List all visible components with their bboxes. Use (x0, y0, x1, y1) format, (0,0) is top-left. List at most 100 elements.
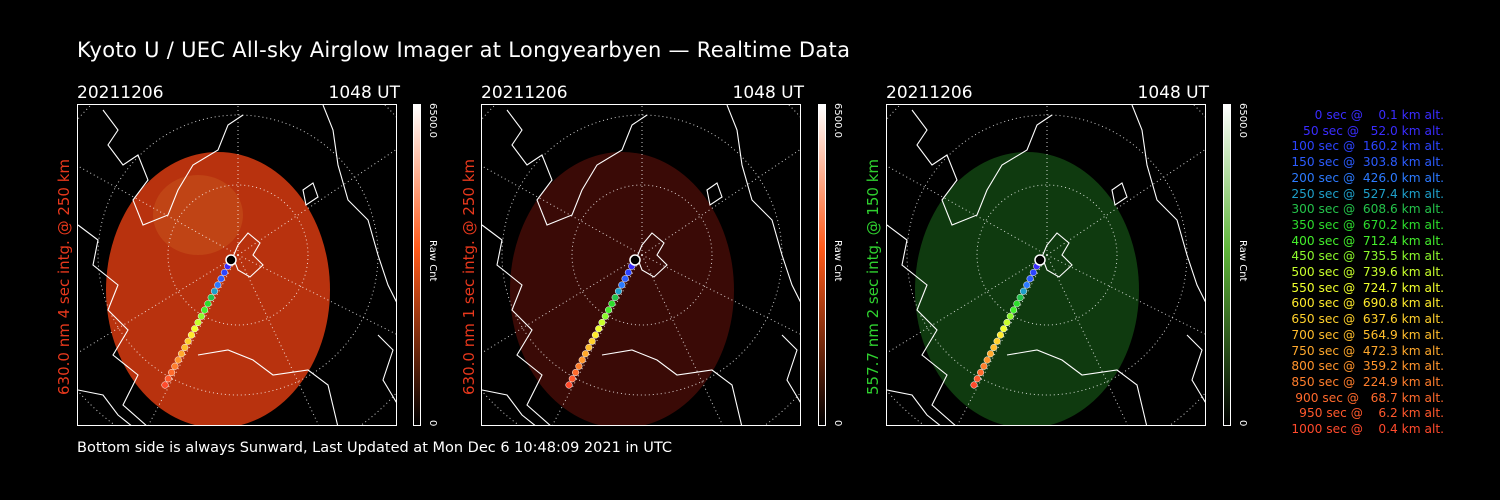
trajectory-point (970, 381, 978, 389)
panel-1-cbar-max: 6500.0 (427, 103, 438, 138)
panel-2-cbar-min: 0 (832, 420, 843, 427)
trajectory-point (1026, 275, 1034, 283)
trajectory-point (973, 375, 981, 383)
trajectory-point (598, 318, 606, 327)
trajectory-point (1023, 281, 1031, 289)
trajectory-point (217, 275, 225, 283)
station-marker (629, 254, 641, 266)
panel-2-label: 630.0 nm 1 sec intg. @ 250 km (460, 158, 478, 395)
trajectory-point (993, 337, 1001, 345)
trajectory-point (575, 362, 583, 370)
trajectory-point (980, 362, 988, 370)
trajectory-point (210, 287, 219, 295)
trajectory-point (220, 268, 228, 277)
legend-entry: 850 sec @ 224.9 km alt. (1287, 374, 1444, 389)
legend-entry: 600 sec @ 690.8 km alt. (1287, 296, 1444, 311)
legend-entry: 900 sec @ 68.7 km alt. (1291, 390, 1444, 405)
legend-entry: 700 sec @ 564.9 km alt. (1287, 327, 1444, 342)
legend-entry: 300 sec @ 608.6 km alt. (1287, 202, 1444, 217)
trajectory-point (161, 381, 169, 389)
legend-entry: 100 sec @ 160.2 km alt. (1287, 139, 1444, 154)
trajectory-point (187, 331, 195, 339)
sky-disk (510, 152, 734, 425)
trajectory-point (986, 350, 995, 358)
trajectory-point (177, 350, 186, 358)
legend-entry: 950 sec @ 6.2 km alt. (1295, 406, 1444, 421)
footer-note: Bottom side is always Sunward, Last Upda… (77, 440, 672, 456)
legend-entry: 250 sec @ 527.4 km alt. (1287, 186, 1444, 201)
trajectory-point (614, 287, 623, 295)
panel-3-colorbar (1223, 104, 1231, 426)
panel-2-cbar-max: 6500.0 (832, 103, 843, 138)
panel-3-cbar-max: 6500.0 (1237, 103, 1248, 138)
legend-entry: 400 sec @ 712.4 km alt. (1287, 233, 1444, 248)
panel-2-colorbar (818, 104, 826, 426)
trajectory-point (601, 312, 609, 320)
page-title: Kyoto U / UEC All-sky Airglow Imager at … (77, 38, 851, 62)
trajectory-point (996, 331, 1004, 339)
trajectory-point (204, 300, 212, 308)
trajectory-point (591, 331, 599, 339)
trajectory-point (568, 375, 576, 383)
legend-entry: 200 sec @ 426.0 km alt. (1287, 170, 1444, 185)
trajectory-point (194, 318, 202, 327)
legend-entry: 550 sec @ 724.7 km alt. (1287, 280, 1444, 295)
trajectory-point (168, 368, 176, 377)
trajectory-point (572, 368, 580, 377)
panel-2-image (481, 104, 801, 426)
trajectory-point (214, 281, 222, 289)
trajectory-point (621, 275, 629, 283)
trajectory-point (588, 337, 596, 345)
panel-1-image (77, 104, 397, 426)
legend-entry: 450 sec @ 735.5 km alt. (1287, 249, 1444, 264)
trajectory-point (1029, 268, 1037, 277)
panel-2-time: 1048 UT (732, 83, 805, 103)
station-marker (1034, 254, 1046, 266)
trajectory-legend: 0 sec @ 0.1 km alt. 50 sec @ 52.0 km alt… (1262, 108, 1444, 438)
panel-3-cbar-min: 0 (1237, 420, 1248, 427)
legend-entry: 50 sec @ 52.0 km alt. (1295, 123, 1444, 138)
panel-3-image (886, 104, 1206, 426)
trajectory-point (608, 300, 616, 308)
panel-1-cbar-min: 0 (427, 420, 438, 427)
coastlines (887, 105, 1205, 425)
trajectory-point (624, 268, 632, 277)
trajectory-point (1010, 306, 1018, 314)
trajectory-point (191, 325, 199, 333)
legend-entry: 800 sec @ 359.2 km alt. (1287, 359, 1444, 374)
legend-entry: 1000 sec @ 0.4 km alt. (1291, 422, 1444, 437)
trajectory-point (618, 281, 626, 289)
trajectory-point (565, 381, 573, 389)
panel-3-time: 1048 UT (1137, 83, 1210, 103)
legend-entry: 750 sec @ 472.3 km alt. (1287, 343, 1444, 358)
trajectory-point (197, 312, 205, 320)
trajectory-point (164, 375, 172, 383)
legend-entry: 350 sec @ 670.2 km alt. (1287, 217, 1444, 232)
legend-entry: 150 sec @ 303.8 km alt. (1287, 155, 1444, 170)
coastlines (78, 105, 396, 425)
coastlines (482, 105, 800, 425)
trajectory-point (977, 368, 985, 377)
trajectory-point (581, 350, 590, 358)
trajectory-point (1016, 293, 1024, 302)
trajectory-point (171, 362, 179, 370)
station-marker (225, 254, 237, 266)
trajectory-point (1019, 287, 1028, 295)
legend-entry: 500 sec @ 739.6 km alt. (1287, 265, 1444, 280)
panel-1-date: 20211206 (77, 83, 164, 103)
trajectory-point (1013, 300, 1021, 308)
panel-2-date: 20211206 (481, 83, 568, 103)
sky-disk (915, 152, 1139, 425)
panel-3-cbar-unit: Raw Cnt (1237, 240, 1248, 282)
panel-1-colorbar (413, 104, 421, 426)
panel-3-date: 20211206 (886, 83, 973, 103)
trajectory-point (201, 306, 209, 314)
legend-entry: 650 sec @ 637.6 km alt. (1287, 312, 1444, 327)
trajectory-point (181, 343, 189, 352)
trajectory-point (174, 356, 182, 364)
panel-1-label: 630.0 nm 4 sec intg. @ 250 km (55, 158, 73, 395)
panel-1-cbar-unit: Raw Cnt (427, 240, 438, 282)
trajectory-point (611, 293, 619, 302)
airglow-bright (153, 175, 243, 255)
trajectory-point (1006, 312, 1014, 320)
